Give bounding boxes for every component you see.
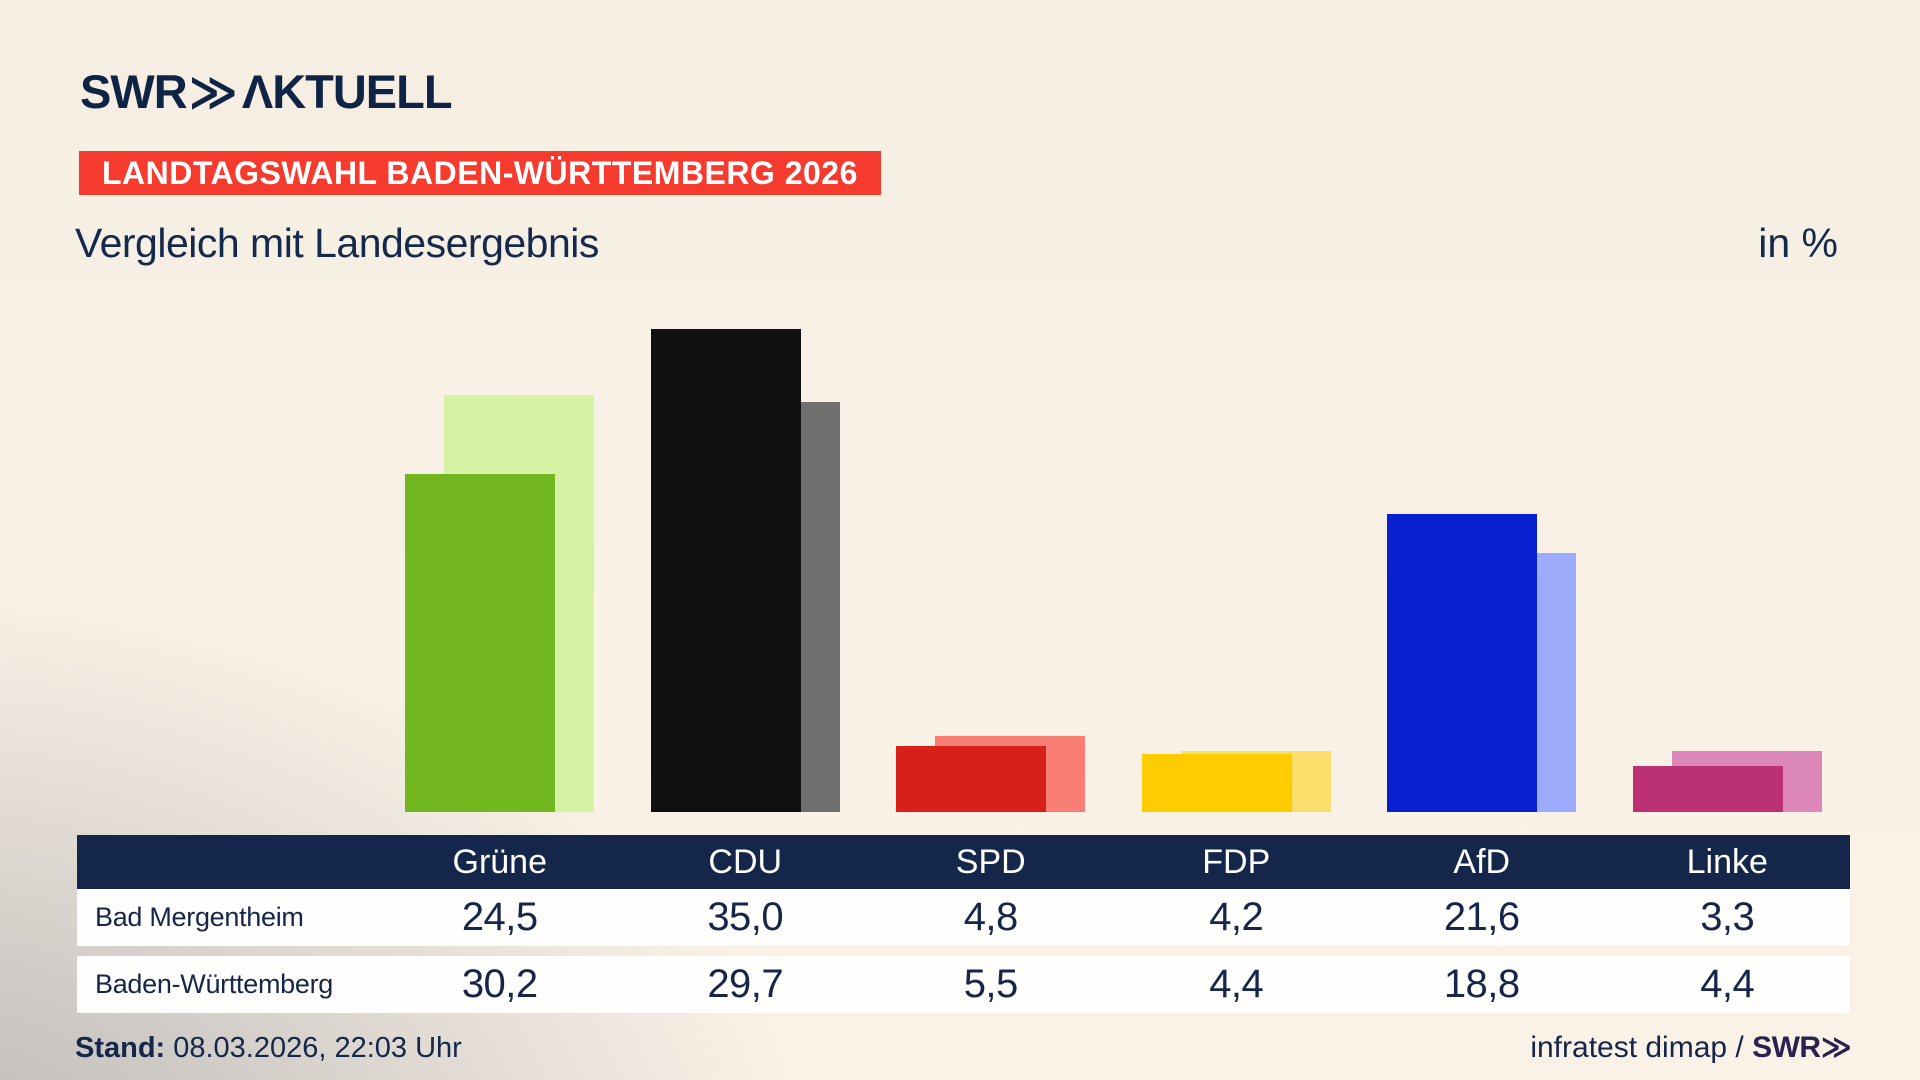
- logo-swr-text: SWR: [80, 65, 188, 118]
- bar-afd-city: [1387, 514, 1538, 812]
- title-row: Vergleich mit Landesergebnis in %: [75, 220, 1838, 267]
- swr-aktuell-logo: SWR≫ ΛKTUELL: [80, 64, 453, 120]
- bar-spd-city: [896, 746, 1047, 812]
- timestamp-label: Stand:: [75, 1032, 166, 1064]
- bar-chart: [405, 329, 1822, 812]
- bar-fdp-city: [1141, 754, 1292, 812]
- bar-grüne-city: [405, 474, 556, 812]
- row-label: Bad Mergentheim: [95, 902, 304, 932]
- result-value: 18,8: [1443, 962, 1520, 1006]
- logo-aktuell-text: ΛKTUELL: [241, 65, 453, 118]
- timestamp-value: 08.03.2026, 22:03 Uhr: [173, 1032, 462, 1064]
- table-row: Baden-Württemberg 30,2 29,7 5,5 4,4 18,8 4,4: [77, 956, 1850, 1013]
- results-table-body: Bad Mergentheim 24,5 35,0 4,8 4,2 21,6 3,3 Bade…: [77, 889, 1850, 1013]
- unit-label: in %: [1758, 220, 1838, 266]
- results-table-header: Grüne CDU SPD FDP AfD Linke: [77, 835, 1850, 889]
- column-header-fdp: FDP: [1202, 842, 1271, 881]
- column-header-afd: AfD: [1453, 842, 1511, 881]
- timestamp: Stand: 08.03.2026, 22:03 Uhr: [75, 1032, 462, 1065]
- bar-linke-city: [1632, 766, 1783, 812]
- logo-chevrons-icon: ≫: [188, 65, 238, 118]
- result-value: 4,2: [1209, 895, 1264, 939]
- result-value: 3,3: [1700, 895, 1755, 939]
- bar-cdu-city: [650, 329, 801, 812]
- source-swr-logo: SWR≫: [1752, 1031, 1852, 1064]
- column-header-cdu: CDU: [708, 842, 783, 881]
- column-header-spd: SPD: [955, 842, 1026, 881]
- result-value: 30,2: [461, 962, 538, 1006]
- column-header-grüne: Grüne: [452, 842, 548, 881]
- result-value: 4,8: [963, 895, 1019, 939]
- footer: Stand: 08.03.2026, 22:03 Uhr infratest di…: [75, 1030, 1852, 1065]
- source-text: infratest dimap /: [1530, 1031, 1753, 1064]
- chart-title: Vergleich mit Landesergebnis: [75, 220, 599, 266]
- result-value: 4,4: [1700, 962, 1755, 1006]
- result-value: 5,5: [963, 962, 1019, 1006]
- table-row: Bad Mergentheim 24,5 35,0 4,8 4,2 21,6 3,3: [77, 889, 1850, 946]
- result-value: 21,6: [1443, 895, 1520, 939]
- result-value: 35,0: [707, 895, 784, 939]
- result-value: 24,5: [461, 895, 538, 939]
- result-value: 4,4: [1209, 962, 1264, 1006]
- election-badge: LANDTAGSWAHL BADEN-WÜRTTEMBERG 2026: [79, 151, 881, 195]
- results-table: Grüne CDU SPD FDP AfD Linke Bad Mergentheim 24…: [77, 835, 1850, 1013]
- row-label: Baden-Württemberg: [95, 969, 334, 999]
- source-logo-chevrons-icon: ≫: [1820, 1031, 1852, 1064]
- source-credit: infratest dimap / SWR≫: [1530, 1030, 1852, 1065]
- result-value: 29,7: [707, 962, 784, 1006]
- column-header-linke: Linke: [1686, 842, 1768, 881]
